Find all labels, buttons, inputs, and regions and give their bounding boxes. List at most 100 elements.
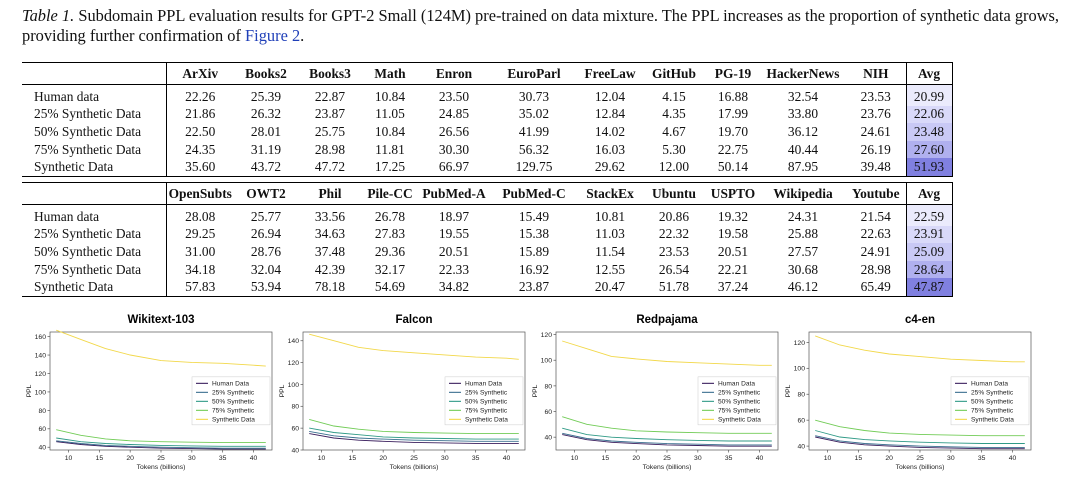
table-cell: 4.15 (662, 88, 686, 104)
chart-wikitext-103: Wikitext-103 40 60 80 100 120 140 160 10 15 20 25 30… (20, 308, 276, 476)
x-tick-label: 35 (978, 455, 986, 462)
y-tick-label: 80 (797, 392, 805, 399)
row-label: Human data (34, 208, 100, 224)
table-cell: 30.73 (518, 88, 550, 104)
x-tick-label: 40 (503, 455, 511, 462)
y-tick-label: 120 (794, 340, 806, 347)
table-cell: 15.89 (518, 243, 550, 259)
y-tick-label: 100 (541, 358, 553, 365)
table-cell: 22.87 (314, 88, 346, 104)
column-header: Enron (418, 62, 490, 85)
avg-cell: 27.60 (905, 140, 953, 159)
column-header: OpenSubts (165, 182, 234, 205)
table-cell: 39.48 (846, 158, 906, 177)
column-header: GitHub (642, 62, 706, 85)
row-label: 25% Synthetic Data (34, 226, 142, 242)
y-tick-label: 60 (797, 418, 805, 425)
table-cell: 23.53 (658, 243, 690, 259)
avg-cell: 25.09 (905, 243, 953, 261)
column-header: USPTO (706, 182, 760, 205)
legend-entry: Synthetic Data (212, 417, 255, 424)
y-tick-label: 40 (544, 435, 552, 442)
x-tick-label: 20 (632, 455, 640, 462)
series-line (562, 432, 772, 446)
column-header: PubMed-C (490, 182, 578, 205)
column-header: OWT2 (234, 182, 298, 205)
table-cell: 16.92 (518, 261, 550, 277)
table-cell: 24.91 (860, 243, 891, 259)
x-tick-label: 40 (250, 455, 258, 462)
x-tick-label: 25 (157, 455, 165, 462)
y-tick-label: 120 (35, 371, 47, 378)
series-line (309, 430, 519, 442)
table-cell: 57.83 (165, 278, 234, 297)
table-cell: 19.55 (438, 226, 470, 242)
legend-entry: 75% Synthetic (212, 408, 255, 415)
x-tick-label: 15 (602, 455, 610, 462)
line-chart: Wikitext-103 40 60 80 100 120 140 160 10 15 20 25 30… (26, 314, 273, 471)
avg-cell: 22.06 (905, 105, 953, 124)
legend-entry: 25% Synthetic (718, 390, 761, 397)
y-tick-label: 160 (35, 334, 47, 341)
line-chart: c4-en 40 60 80 100 120 10 15 20 25 30 35 40 Tokens (b… (785, 314, 1032, 471)
x-tick-label: 25 (410, 455, 418, 462)
table-cell: 22.50 (165, 123, 234, 141)
series-line (309, 427, 519, 440)
table-row: Synthetic Data 57.83 53.94 78.18 54.69 34.82 2… (22, 278, 953, 297)
table-cell: 26.54 (658, 261, 690, 277)
table-cell: 16.03 (594, 141, 626, 157)
table-cell: 56.32 (518, 141, 550, 157)
row-label: 75% Synthetic Data (34, 261, 142, 277)
table-cell: 26.94 (250, 226, 282, 242)
row-label: 25% Synthetic Data (34, 106, 142, 122)
line-chart: Redpajama 40 60 80 100 120 10 15 20 25 30 35 40 Token… (532, 314, 779, 471)
table-cell: 22.63 (860, 226, 891, 242)
table-cell: 22.26 (165, 84, 234, 106)
y-tick-label: 60 (291, 426, 299, 433)
y-tick-label: 140 (288, 338, 300, 345)
table-cell: 26.32 (250, 106, 282, 122)
table-cell: 42.39 (314, 261, 346, 277)
chart-title: c4-en (905, 314, 935, 326)
table-cell: 22.75 (717, 141, 749, 157)
table-cell: 20.51 (717, 243, 749, 259)
y-tick-label: 40 (38, 445, 46, 452)
table-cell: 46.12 (760, 278, 846, 297)
x-axis-label: Tokens (billions) (390, 464, 439, 471)
table-cell: 24.85 (438, 106, 470, 122)
legend-entry: 50% Synthetic (971, 399, 1014, 406)
series-line (815, 430, 1025, 444)
avg-cell: 23.48 (905, 123, 953, 141)
table-cell: 20.47 (578, 278, 642, 297)
column-header: Youtube (846, 182, 906, 205)
x-axis-label: Tokens (billions) (643, 464, 692, 471)
x-axis-label: Tokens (billions) (137, 464, 186, 471)
y-tick-label: 100 (794, 366, 806, 373)
table-cell: 22.21 (717, 261, 749, 277)
series-line (56, 437, 266, 447)
legend-entry: 75% Synthetic (465, 408, 508, 415)
x-tick-label: 25 (663, 455, 671, 462)
table-cell: 37.24 (706, 278, 760, 297)
table-cell: 20.86 (658, 208, 690, 224)
table-cell: 40.44 (787, 141, 819, 157)
table-header-row: ArXiv Books2 Books3 Math Enron EuroParl FreeLa… (22, 62, 953, 85)
avg-cell: 20.99 (905, 84, 953, 106)
table-cell: 11.54 (595, 243, 625, 259)
table-cell: 31.19 (250, 141, 282, 157)
table-cell: 27.57 (787, 243, 819, 259)
table-cell: 15.38 (518, 226, 550, 242)
table-cell: 20.51 (438, 243, 470, 259)
y-axis-label: PPL (785, 384, 792, 397)
table-cell: 14.02 (594, 123, 626, 139)
legend-entry: 75% Synthetic (718, 408, 761, 415)
y-tick-label: 40 (797, 444, 805, 451)
table-cell: 87.95 (760, 158, 846, 177)
table-cell: 24.35 (165, 140, 234, 159)
figure-reference-link[interactable]: Figure 2 (245, 26, 301, 45)
legend-entry: 50% Synthetic (465, 399, 508, 406)
table-cell: 22.33 (438, 261, 470, 277)
table-cell: 11.81 (375, 141, 405, 157)
column-header: Avg (905, 62, 953, 85)
table-cell: 17.25 (362, 158, 418, 177)
